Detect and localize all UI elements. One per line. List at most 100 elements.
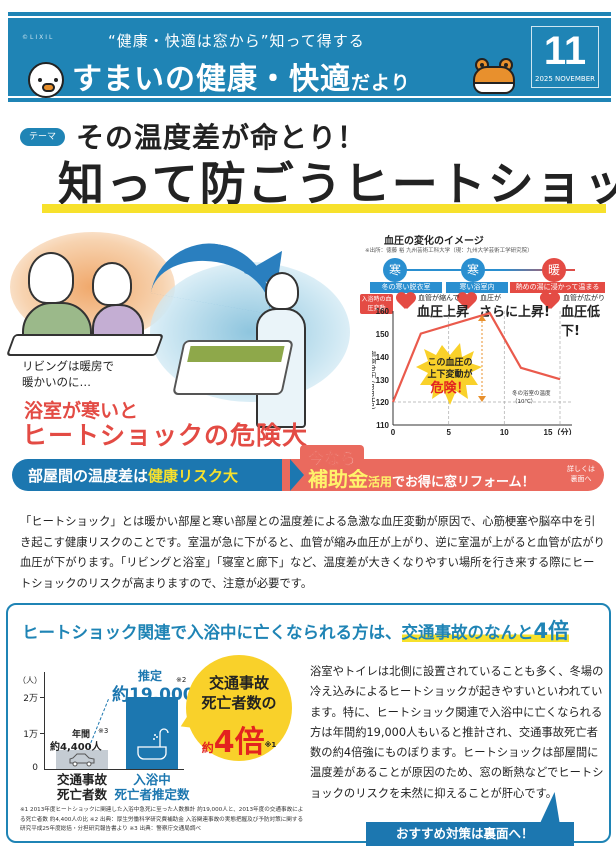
frog-belly [475,82,513,92]
bathtub-icon [172,340,294,395]
bp-note-large: 血圧上昇 [417,305,470,320]
bath-number: 約19,000 [112,685,195,705]
bp-note-large: さらに上昇! [479,305,550,320]
svg-text:最高血圧 (mmHg): 最高血圧 (mmHg) [372,350,377,409]
traffic-number: 約4,400 [50,742,92,753]
bath-small-label: 推定 [138,669,163,683]
chick-eye-icon [54,78,58,82]
bubble-text: 交通事故 死亡者数の [186,673,292,713]
bar-y-axis [44,672,45,770]
bubble-big: 4倍 [213,725,265,760]
bubble-note: ※1 [264,741,277,749]
bp-change-tag: 入浴時の血圧変動 [360,294,393,314]
brand-logo: ©LIXIL [22,34,55,41]
bath-note: ※2 [176,676,187,684]
header-banner: ©LIXIL “健康・快適は窓から”知って得する すまいの健康・快適だより 11… [8,12,611,102]
tick-mark [40,733,45,734]
newsletter-title: すまいの健康・快適だより [72,54,411,98]
svg-text:150: 150 [376,330,390,339]
highlight-big: 4倍 [533,619,570,643]
frog-mascot-icon [473,58,515,96]
burst-danger: 危険！ [430,381,470,396]
highlight-text: 交通事故のなんと [401,623,534,642]
title-suffix: だより [351,72,411,94]
bathtub-shower-icon [137,728,169,760]
dining-table [5,334,165,356]
car-icon [69,753,95,767]
promo-left-highlight: 健康リスク大 [148,467,239,485]
traffic-note: ※3 [98,727,109,735]
caption-line: 暖かいのに… [22,375,91,389]
warning-line1: 浴室が寒いと [24,400,139,422]
cold-man-icon [265,272,299,310]
chick-mascot-icon [28,62,64,98]
stats-heading-prefix: ヒートショック関連で入浴中に亡くなられる方は、 [22,623,402,642]
bath-water [187,346,285,362]
category-line: 死亡者数 [56,787,107,802]
phase-label: 熱めの湯に浸かって温まる [510,282,605,293]
burst-line: この血圧の [427,358,473,368]
tick-label: 1万 [23,730,38,740]
tick-label: 2万 [23,694,38,704]
traffic-value: 約4,400人 [50,735,102,755]
promo-rest: でお得に窓リフォーム！ [392,475,535,490]
stats-panel [6,603,611,843]
traffic-unit: 人 [91,742,102,753]
phase-label: 冬の寒い脱衣室 [370,282,442,293]
issue-number: 11 [543,29,587,73]
detail-line: 裏面へ [570,475,592,483]
danger-burst: この血圧の 上下変動が 危険！ [418,357,482,397]
subsidy-promo-banner[interactable]: 部屋間の温度差は健康リスク大 補助金活用でお得に窓リフォーム！ 詳しくは 裏面へ [12,459,604,491]
bubble-line: 死亡者数の [201,694,277,712]
svg-text:140: 140 [376,353,390,362]
promo-right-text: 補助金活用でお得に窓リフォーム！ [308,463,535,491]
traffic-small-label: 年間 [72,730,91,740]
title-main: すまいの健康・快適 [72,62,351,97]
room-temp-note: 冬の浴室の温度（10℃） [512,391,551,405]
bp-note-small: 血管が広がり [563,294,605,302]
svg-text:10: 10 [500,428,509,435]
see-back-cta[interactable]: おすすめ対策は裏面へ！ [366,822,574,846]
stats-paragraph: 浴室やトイレは北側に設置されていることも多く、冬場の冷え込みによるヒートショック… [310,665,604,800]
sub-headline: その温度差が命とり！ [76,121,367,154]
svg-text:120: 120 [376,398,390,407]
detail-line: 詳しくは [567,465,595,473]
footnotes: ※1 2013年度ヒートショックに関連した入浴中急死に至った人数推計 約19,0… [20,807,304,832]
phase-label: 寒い浴室内 [446,282,508,293]
main-headline: 知って防ごうヒートショック [58,157,616,211]
chart-source: ※出所：徳藤 裕 九州芸術工科大学（現：九州大学芸術工学研究院） [365,248,533,254]
svg-text:110: 110 [376,421,389,430]
promo-left-panel [12,459,302,491]
bp-note-large: 血圧低下! [561,305,601,339]
tagline: “健康・快適は窓から”知って得する [108,32,365,50]
bath-deaths-bar [126,697,178,769]
stats-heading-highlight: 交通事故のなんと4倍 [401,619,570,643]
traffic-deaths-bar [56,750,108,769]
bubble-prefix: 約 [201,741,214,755]
category-line: 交通事故 [56,772,107,787]
tick-label: 0 [32,763,38,773]
warning-line2: ヒートショックの危険大 [22,421,309,450]
traffic-category: 交通事故 死亡者数 [50,772,114,802]
bubble-ratio: 約4倍※1 [186,717,292,761]
caption-line: リビングは暖房で [22,359,114,373]
svg-text:15（分）: 15（分） [544,427,577,435]
svg-text:0: 0 [391,428,396,435]
category-line: 死亡者推定数 [114,787,190,802]
warm-phase-icon: 暖 [542,258,566,282]
issue-date: 2025 NOVEMBER [534,75,595,83]
phase-connector [395,269,575,271]
promo-left-text: 部屋間の温度差は健康リスク大 [28,465,238,486]
svg-text:130: 130 [376,376,390,385]
category-line: 入浴中 [133,772,171,787]
four-times-bubble: 交通事故 死亡者数の 約4倍※1 [186,655,292,761]
burst-line: 上下変動が [427,370,473,380]
stats-heading: ヒートショック関連で入浴中に亡くなられる方は、交通事故のなんと4倍 [22,615,570,645]
frog-head [473,66,515,94]
see-back-link[interactable]: 詳しくは 裏面へ [567,464,595,484]
bp-note-small: 血圧が [480,294,501,302]
svg-text:5: 5 [446,428,451,435]
theme-badge: テーマ [20,128,65,146]
elderly-man-icon [28,252,74,304]
bubble-line: 交通事故 [208,674,269,692]
